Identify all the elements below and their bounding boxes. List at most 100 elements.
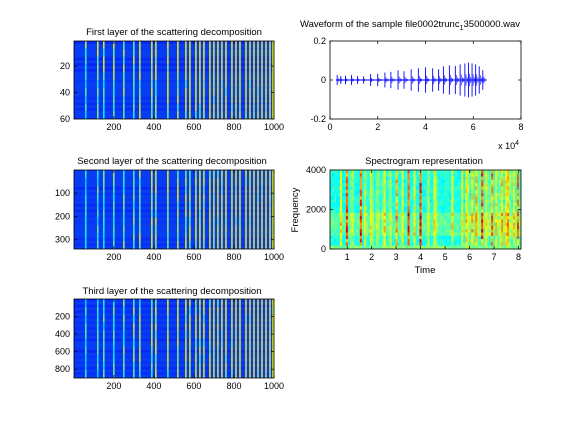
- spectrogram-cell: [445, 242, 448, 247]
- spectrogram-cell: [459, 199, 462, 204]
- spectrogram-cell: [353, 235, 357, 240]
- spectrogram-cell: [405, 202, 408, 207]
- spectrogram-cell: [337, 173, 341, 177]
- spectrogram-cell: [435, 216, 438, 220]
- spectrogram-cell: [509, 170, 512, 174]
- spectrogram-cell: [519, 209, 522, 214]
- layer1-heatmap-streak: [261, 56, 263, 65]
- spectrogram-cell: [449, 179, 452, 184]
- spectrogram-cell: [517, 222, 520, 227]
- layer2-heatmap-streak: [235, 185, 237, 194]
- layer3-heatmap-streak: [257, 354, 259, 363]
- spectrogram-cell: [431, 183, 434, 187]
- layer3-heatmap-streak: [239, 314, 241, 323]
- spectrogram-cell: [407, 179, 410, 184]
- layer2-heatmap-streak: [155, 233, 157, 242]
- layer1-heatmap-streak: [261, 103, 263, 112]
- spectrogram-cell: [519, 242, 522, 247]
- spectrogram-cell: [477, 229, 480, 233]
- spectrogram-cell: [465, 212, 468, 217]
- spectrogram-cell: [339, 170, 343, 174]
- layer3-xtick-label: 400: [146, 381, 161, 391]
- spectrogram-cell: [419, 196, 422, 200]
- spectrogram-cell: [347, 186, 351, 191]
- spectrogram-cell: [393, 170, 396, 174]
- spectrogram-cell: [383, 186, 387, 191]
- layer2-heatmap-streak: [253, 225, 255, 234]
- layer1-axes-frame: [73, 40, 275, 120]
- spectrogram-cell: [347, 245, 351, 250]
- spectrogram-cell: [361, 183, 365, 187]
- spectrogram-cell: [455, 183, 458, 187]
- layer1-heatmap-streak: [203, 80, 205, 88]
- layer2-heatmap-streak: [235, 225, 237, 234]
- spectrogram-cell: [345, 176, 349, 181]
- layer2-heatmap-streak: [225, 225, 227, 234]
- spectrogram-cell: [349, 176, 353, 181]
- spectrogram-cell: [469, 179, 472, 184]
- layer2-heatmap-streak: [269, 170, 271, 178]
- spectrogram-cell: [330, 202, 333, 207]
- spectrogram-cell: [331, 189, 335, 194]
- spectrogram-cell: [463, 179, 466, 184]
- layer2-heatmap-streak: [221, 193, 223, 202]
- spectrogram-cell: [467, 229, 470, 233]
- spectrogram-cell: [389, 206, 392, 210]
- spectrogram-cell: [507, 245, 510, 250]
- layer3-heatmap-streak: [249, 322, 251, 331]
- spectrogram-cell: [459, 179, 462, 184]
- spectrogram-cell: [491, 219, 494, 223]
- spectrogram-cell: [445, 206, 448, 210]
- layer3-heatmap-streak: [235, 322, 237, 331]
- spectrogram-cell: [349, 189, 353, 194]
- layer3-heatmap-streak: [199, 322, 201, 331]
- layer2-heatmap-streak: [139, 225, 141, 234]
- spectrogram-cell: [441, 216, 444, 220]
- layer3-heatmap-streak: [272, 322, 274, 331]
- layer2-heatmap-streak: [189, 170, 191, 178]
- spectrogram-cell: [437, 245, 440, 250]
- layer3-heatmap-streak: [189, 330, 191, 339]
- spectrogram-cell: [331, 173, 335, 177]
- spectrogram-cell: [399, 202, 402, 207]
- spectrogram-cell: [353, 209, 357, 214]
- spectrogram-cell: [363, 239, 367, 243]
- spectrogram-cell: [497, 222, 500, 227]
- spectrogram-cell: [453, 186, 456, 191]
- layer1-heatmap-streak: [221, 64, 223, 73]
- layer2-heatmap-streak: [97, 225, 99, 234]
- spectrogram-cell: [491, 235, 494, 240]
- spectrogram-cell: [423, 239, 426, 243]
- spectrogram-cell: [467, 186, 470, 191]
- spectrogram-cell: [377, 186, 381, 191]
- spectrogram-cell: [433, 225, 436, 230]
- spectrogram-cell: [423, 170, 426, 174]
- spectrogram-cell: [417, 245, 420, 250]
- spectrogram-cell: [491, 245, 494, 250]
- spectrogram-cell: [369, 209, 373, 214]
- layer2-heatmap-streak: [185, 177, 187, 186]
- spectrogram-cell: [343, 245, 347, 250]
- layer3-heatmap-streak: [177, 314, 179, 323]
- spectrogram-cell: [419, 183, 422, 187]
- spectrogram-cell: [435, 170, 438, 174]
- spectrogram-cell: [447, 209, 450, 214]
- layer2-heatmap-streak: [177, 170, 179, 178]
- spectrogram-cell: [331, 229, 335, 233]
- layer2-heatmap-streak: [177, 185, 179, 194]
- layer3-heatmap-streak: [113, 330, 115, 339]
- spectrogram-cell: [341, 202, 345, 207]
- spectrogram-cell: [347, 176, 351, 181]
- layer3-heatmap-streak: [253, 299, 255, 307]
- layer2-heatmap-streak: [167, 185, 169, 194]
- layer2-heatmap-streak: [151, 225, 153, 234]
- layer1-heatmap-streak: [199, 95, 201, 104]
- spectrogram-cell: [331, 193, 335, 197]
- spectrogram-cell: [505, 199, 508, 204]
- layer1-heatmap-streak: [123, 41, 125, 49]
- spectrogram-cell: [513, 202, 516, 207]
- spectrogram-cell: [499, 212, 502, 217]
- spectrogram-cell: [351, 189, 355, 194]
- spectrogram-cell: [509, 176, 512, 181]
- spectrogram-cell: [463, 212, 466, 217]
